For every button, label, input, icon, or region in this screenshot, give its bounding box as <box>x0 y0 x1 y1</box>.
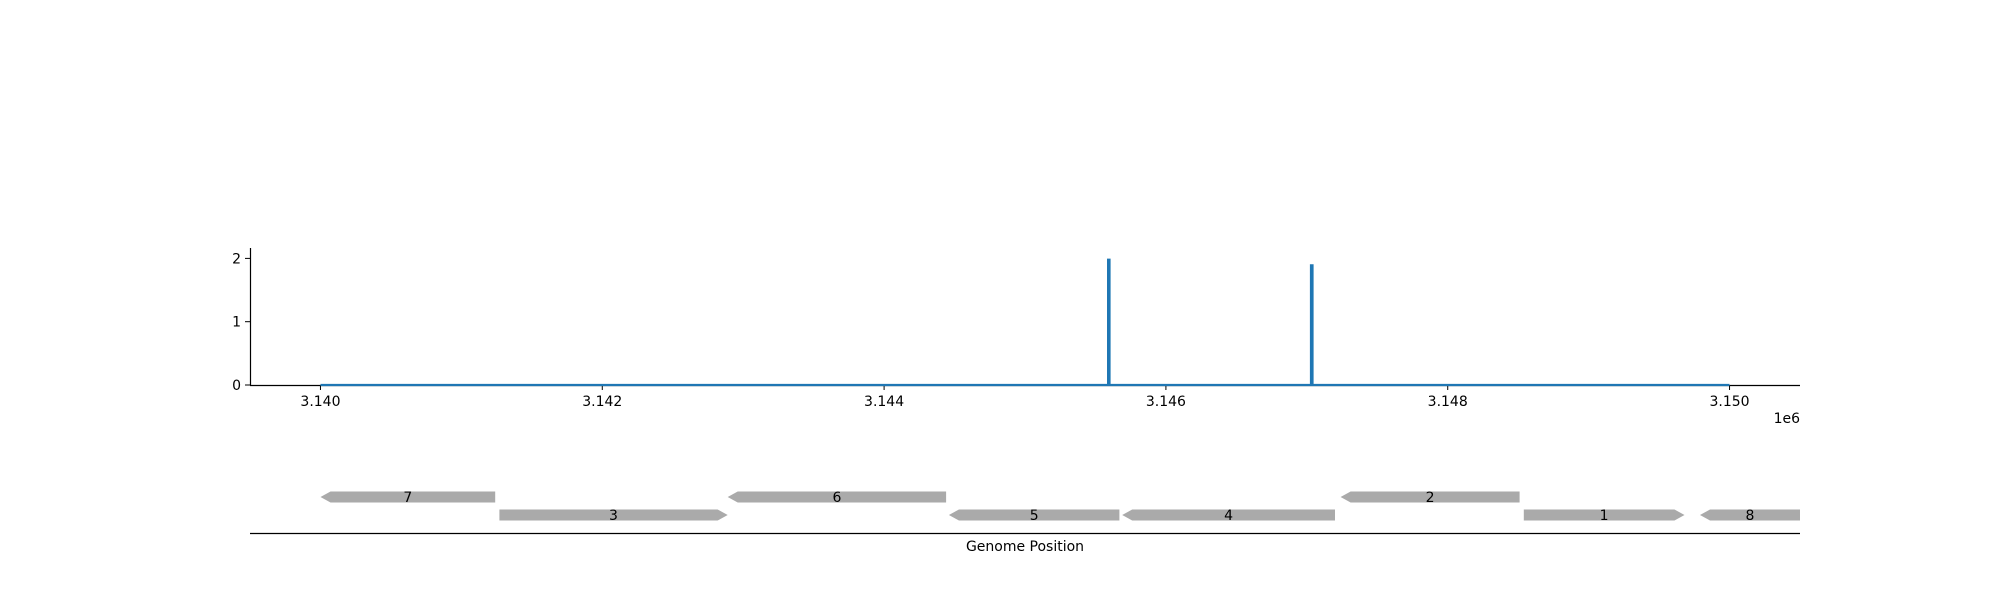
y-tick-label: 0 <box>232 378 241 394</box>
coverage-series-line <box>320 258 1730 387</box>
x-tick-label: 3.144 <box>864 394 904 410</box>
gene-arrow <box>948 509 1120 521</box>
gene-label: 6 <box>832 490 841 506</box>
y-tick-label: 1 <box>232 315 241 331</box>
x-tick-label: 3.142 <box>582 394 622 410</box>
gene-label: 1 <box>1600 508 1609 524</box>
gene-label: 7 <box>403 490 412 506</box>
x-tick-label: 3.148 <box>1428 394 1468 410</box>
gene-arrow <box>1122 509 1335 521</box>
gene-label: 8 <box>1746 508 1755 524</box>
x-tick-label: 3.150 <box>1709 394 1749 410</box>
x-tick-label: 3.146 <box>1146 394 1186 410</box>
gene-label: 2 <box>1426 490 1435 506</box>
gene-arrow <box>1523 509 1685 521</box>
x-offset-label: 1e6 <box>1774 411 1801 427</box>
gene-label: 4 <box>1224 508 1233 524</box>
gene-label: 5 <box>1030 508 1039 524</box>
x-axis-title: Genome Position <box>966 539 1084 555</box>
gene-label: 3 <box>609 508 618 524</box>
gene-features: 7 3 6 5 4 2 1 8 <box>320 490 1800 524</box>
gene-arrow <box>1340 491 1520 503</box>
y-tick-label: 2 <box>232 251 241 267</box>
gene-arrow <box>727 491 947 503</box>
gene-track: 7 3 6 5 4 2 1 8 Genome Position <box>250 490 1800 555</box>
x-tick-label: 3.140 <box>300 394 340 410</box>
gene-arrow <box>499 509 728 521</box>
y-ticks: 0 1 2 <box>232 251 250 394</box>
gene-arrow <box>320 491 496 503</box>
x-ticks: 3.140 3.142 3.144 3.146 3.148 3.150 <box>300 385 1750 410</box>
gene-arrow <box>1700 509 1800 521</box>
coverage-plot: 0 1 2 3.140 3.142 3.144 3.146 3.148 3.150 1e6 <box>232 248 1800 427</box>
